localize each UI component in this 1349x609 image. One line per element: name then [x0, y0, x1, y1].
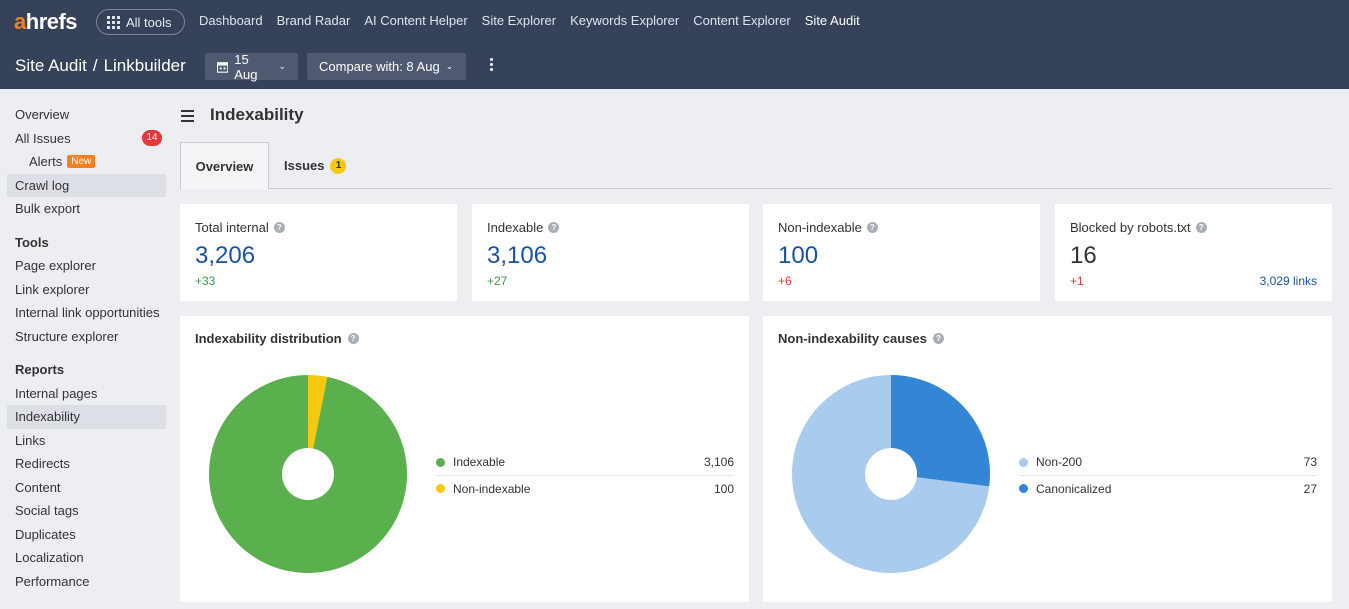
sidebar-item-content[interactable]: Content [15, 479, 61, 495]
chart-title: Non-indexability causes [778, 331, 927, 346]
sidebar-item-overview[interactable]: Overview [15, 107, 70, 123]
stat-value[interactable]: 3,106 [487, 242, 548, 269]
breadcrumb-project[interactable]: Linkbuilder [103, 56, 186, 75]
sidebar-heading-reports: Reports [15, 362, 65, 378]
compare-with-button[interactable]: Compare with: 8 Aug ⌄ [307, 53, 466, 80]
help-icon[interactable]: ? [347, 333, 359, 344]
issues-count-badge: 14 [142, 129, 162, 146]
stat-delta: +1 [1070, 274, 1084, 288]
nav-content-explorer[interactable]: Content Explorer [693, 13, 791, 28]
nav-links: Dashboard Brand Radar AI Content Helper … [199, 13, 860, 28]
stat-card-indexable: Indexable? 3,106 +27 [472, 204, 749, 301]
sidebar-item-social-tags[interactable]: Social tags [15, 503, 79, 519]
sidebar-item-links[interactable]: Links [15, 432, 46, 448]
project-bar: Site Audit / Linkbuilder 15 Aug ⌄ Compare … [0, 44, 1349, 89]
legend-item[interactable]: Non-indexable 100 [436, 475, 734, 501]
legend-dot [436, 484, 445, 493]
nav-dashboard[interactable]: Dashboard [199, 13, 263, 28]
stat-value: 16 [1070, 242, 1097, 269]
top-bar: ahrefs All tools Dashboard Brand Radar A… [0, 0, 1349, 89]
sidebar: Overview All Issues 14 Alerts New Crawl … [7, 103, 166, 593]
sidebar-item-indexability[interactable]: Indexability [7, 405, 166, 429]
breadcrumb: Site Audit / Linkbuilder [15, 56, 186, 75]
donut-chart [792, 375, 990, 573]
stat-value[interactable]: 100 [778, 242, 819, 269]
sidebar-item-duplicates[interactable]: Duplicates [15, 526, 76, 542]
chevron-down-icon: ⌄ [278, 61, 286, 71]
sidebar-item-page-explorer[interactable]: Page explorer [15, 258, 96, 274]
sidebar-item-crawl-log[interactable]: Crawl log [7, 173, 166, 197]
help-icon[interactable]: ? [866, 222, 878, 233]
pie-slice-canonicalized[interactable] [891, 375, 990, 487]
nav-site-audit[interactable]: Site Audit [804, 13, 860, 28]
legend-dot [1019, 484, 1028, 493]
ahrefs-logo[interactable]: ahrefs [14, 9, 78, 34]
legend-item[interactable]: Indexable 3,106 [436, 449, 734, 475]
nav-ai-content-helper[interactable]: AI Content Helper [364, 13, 468, 28]
date-picker-button[interactable]: 15 Aug ⌄ [205, 52, 298, 82]
donut-chart [209, 375, 407, 573]
breadcrumb-section[interactable]: Site Audit [15, 56, 87, 75]
more-options-icon[interactable] [485, 58, 497, 76]
tab-overview[interactable]: Overview [180, 142, 269, 190]
new-badge: New [67, 155, 96, 169]
sidebar-item-internal-link-opportunities[interactable]: Internal link opportunities [15, 305, 160, 321]
tab-issues[interactable]: Issues 1 [284, 142, 347, 189]
tab-bar: Overview Issues 1 [180, 142, 1332, 190]
chart-legend: Indexable 3,106 Non-indexable 100 [436, 449, 734, 501]
sidebar-item-redirects[interactable]: Redirects [15, 456, 70, 472]
chart-legend: Non-200 73 Canonicalized 27 [1019, 449, 1317, 501]
help-icon[interactable]: ? [932, 333, 944, 344]
legend-dot [1019, 457, 1028, 467]
stat-delta: +33 [195, 274, 216, 288]
issues-tab-badge: 1 [330, 157, 347, 174]
stat-delta: +6 [778, 274, 792, 288]
chart-card-indexability-distribution: Indexability distribution? Indexable 3,1… [180, 316, 749, 602]
nav-keywords-explorer[interactable]: Keywords Explorer [570, 13, 680, 28]
chart-card-non-indexability-causes: Non-indexability causes? Non-200 73 Cano… [763, 316, 1332, 602]
sidebar-item-all-issues[interactable]: All Issues 14 [7, 127, 166, 151]
menu-icon[interactable] [181, 110, 194, 122]
sidebar-item-structure-explorer[interactable]: Structure explorer [15, 328, 119, 344]
chevron-down-icon: ⌄ [445, 61, 454, 71]
donut-hole [865, 448, 917, 500]
sidebar-heading-tools: Tools [15, 234, 49, 250]
sidebar-item-performance[interactable]: Performance [15, 573, 90, 589]
nav-site-explorer[interactable]: Site Explorer [481, 13, 557, 28]
stat-card-non-indexable: Non-indexable? 100 +6 [763, 204, 1040, 301]
stat-value[interactable]: 3,206 [195, 242, 256, 269]
sidebar-item-bulk-export[interactable]: Bulk export [15, 201, 81, 217]
sidebar-item-internal-pages[interactable]: Internal pages [15, 385, 98, 401]
nav-brand-radar[interactable]: Brand Radar [276, 13, 351, 28]
stat-card-total-internal: Total internal? 3,206 +33 [180, 204, 457, 301]
legend-dot [436, 457, 445, 467]
help-icon[interactable]: ? [1195, 222, 1207, 233]
stat-card-blocked-by-robots: Blocked by robots.txt? 16 +1 3,029 links [1055, 204, 1332, 301]
help-icon[interactable]: ? [273, 222, 285, 233]
sidebar-item-alerts[interactable]: Alerts New [7, 150, 166, 174]
all-tools-button[interactable]: All tools [96, 9, 185, 35]
legend-item[interactable]: Non-200 73 [1019, 449, 1317, 475]
sidebar-item-link-explorer[interactable]: Link explorer [15, 281, 90, 297]
calendar-icon [217, 61, 229, 73]
sidebar-item-localization[interactable]: Localization [15, 550, 84, 566]
help-icon[interactable]: ? [548, 222, 560, 233]
legend-item[interactable]: Canonicalized 27 [1019, 475, 1317, 501]
chart-title: Indexability distribution [195, 331, 342, 346]
main-nav: ahrefs All tools Dashboard Brand Radar A… [0, 0, 1349, 44]
grid-icon [107, 15, 120, 29]
stat-delta: +27 [487, 274, 508, 288]
page-title: Indexability [210, 105, 304, 124]
donut-hole [282, 448, 334, 500]
links-count-link[interactable]: 3,029 links [1259, 274, 1317, 288]
